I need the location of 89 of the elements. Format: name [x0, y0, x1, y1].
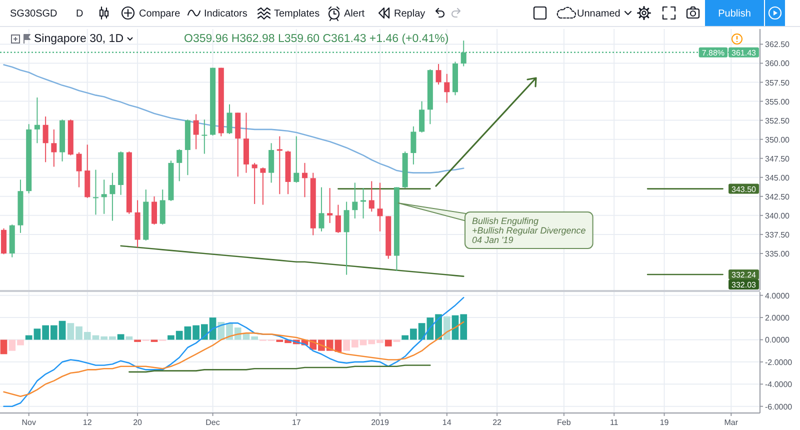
y-tick-label: 337.50	[765, 230, 790, 239]
x-tick-label: 12	[82, 418, 92, 426]
y-tick-label: -4.0000	[765, 380, 793, 389]
y-tick-label: -6.0000	[765, 402, 793, 411]
candlestick	[101, 179, 107, 214]
candlestick	[268, 142, 274, 184]
ref-line-label: 361.43	[732, 48, 757, 57]
x-tick-label: Feb	[557, 418, 572, 426]
text: Unnamed	[577, 8, 620, 19]
candlestick	[152, 196, 158, 226]
candlestick	[352, 182, 358, 219]
x-tick-label: 2019	[371, 418, 390, 426]
x-tick-label: 19	[660, 418, 670, 426]
candlestick	[110, 172, 116, 222]
y-tick-label: -2.0000	[765, 357, 793, 366]
x-tick-label: Dec	[206, 418, 220, 426]
text: Replay	[394, 8, 426, 19]
y-tick-label: 352.50	[765, 116, 790, 125]
candlestick	[360, 188, 366, 219]
candlestick	[419, 100, 425, 133]
annotation: 7.88%	[702, 48, 725, 57]
y-tick-label: 340.00	[765, 210, 790, 220]
text: Publish	[718, 8, 751, 19]
annotation: Bullish Engulfing +Bullish Regular Divergence 04 Jan '19	[472, 216, 586, 245]
candlestick	[260, 166, 266, 206]
candlestick	[202, 119, 208, 154]
candlestick	[436, 64, 442, 86]
candlestick	[76, 152, 82, 188]
candlestick	[368, 180, 374, 212]
x-tick-label: 22	[492, 418, 502, 426]
text: Templates	[274, 8, 320, 19]
candlestick	[294, 136, 300, 184]
candlestick	[176, 148, 182, 182]
y-tick-label: 2.0000	[765, 313, 790, 322]
candlestick	[92, 169, 98, 216]
text: Indicators	[204, 8, 248, 19]
x-tick-label: 11	[610, 418, 619, 426]
candlestick	[160, 189, 166, 226]
x-tick-label: Nov	[22, 418, 36, 426]
x-tick-label: 20	[133, 418, 143, 426]
y-tick-label: 357.50	[765, 78, 790, 87]
bar	[384, 340, 392, 346]
x-tick-label: 14	[442, 418, 452, 426]
y-tick-label: 360.00	[765, 58, 790, 68]
y-tick-label: 342.50	[765, 192, 790, 201]
candlestick	[226, 104, 232, 135]
candlestick	[410, 126, 416, 165]
chart-subtitle: O359.96 H362.98 L359.60 C361.43 +1.46 (+0.41%)	[184, 33, 449, 45]
bar	[117, 334, 124, 340]
text: D	[76, 8, 84, 19]
candlestick	[335, 204, 341, 234]
text: SG30SGD	[10, 8, 58, 19]
candlestick	[327, 188, 333, 224]
text: Compare	[139, 8, 181, 19]
line-series	[128, 364, 431, 373]
x-tick-label: 17	[292, 418, 302, 426]
y-tick-label: 355.00	[765, 96, 790, 106]
y-tick-label: 350.00	[765, 134, 790, 144]
y-tick-label: 0.0000	[765, 335, 790, 344]
y-tick-label: 362.50	[765, 40, 790, 49]
annotation: 332.24	[732, 270, 757, 279]
candlestick	[1, 228, 7, 255]
line-series	[3, 321, 464, 397]
text: Alert	[344, 8, 365, 19]
candlestick	[34, 96, 40, 144]
line-series	[120, 245, 464, 277]
candlestick	[318, 186, 324, 232]
y-tick-label: 4.0000	[765, 290, 790, 300]
line-series	[3, 64, 464, 174]
candlestick	[42, 116, 48, 163]
x-tick-label: Mar	[724, 418, 738, 426]
bar	[126, 336, 133, 340]
candlestick	[276, 136, 282, 195]
y-tick-label: 347.50	[765, 154, 790, 163]
y-tick-label: 345.00	[765, 172, 790, 182]
candlestick	[444, 73, 450, 104]
annotation: 343.50	[732, 184, 757, 194]
annotation: 332.03	[732, 280, 757, 289]
candlestick	[51, 128, 57, 168]
candlestick	[377, 182, 383, 232]
candlestick	[252, 162, 258, 205]
bar	[443, 316, 450, 340]
y-tick-label: 335.00	[765, 248, 790, 258]
candlestick	[193, 114, 199, 150]
bar	[0, 340, 8, 354]
candlestick	[344, 201, 350, 276]
line-series	[3, 296, 464, 407]
candlestick	[302, 162, 308, 198]
chart-title: Singapore 30, 1D	[34, 33, 124, 45]
